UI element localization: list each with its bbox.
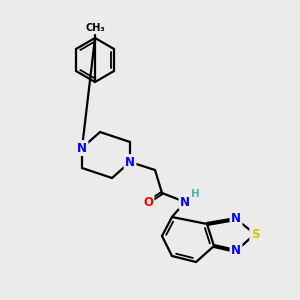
Text: N: N xyxy=(180,196,190,208)
Text: O: O xyxy=(143,196,153,208)
Text: S: S xyxy=(251,227,259,241)
Text: N: N xyxy=(77,142,87,154)
Text: H: H xyxy=(190,189,200,199)
Text: N: N xyxy=(231,212,241,226)
Text: CH₃: CH₃ xyxy=(85,23,105,33)
Text: N: N xyxy=(125,155,135,169)
Text: N: N xyxy=(231,244,241,257)
